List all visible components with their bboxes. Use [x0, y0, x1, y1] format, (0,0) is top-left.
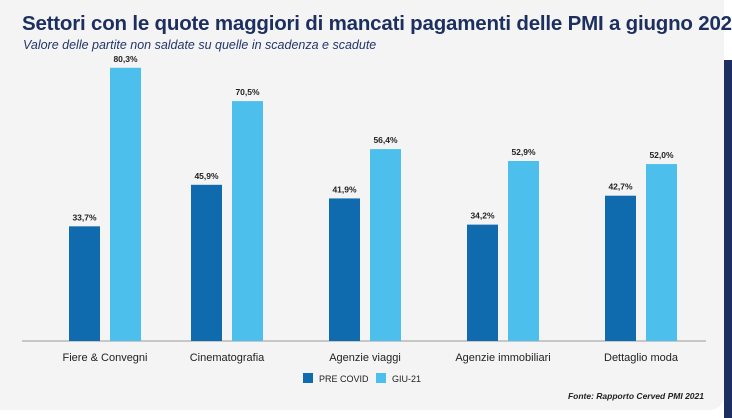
data-label: 56,4%	[373, 135, 398, 145]
chart-title: Settori con le quote maggiori di mancati…	[22, 12, 732, 35]
data-label: 80,3%	[113, 54, 138, 64]
x-tick-label: Dettaglio moda	[604, 352, 679, 364]
data-label: 45,9%	[194, 171, 219, 181]
bar-pre-covid-4	[605, 195, 636, 341]
bar-pre-covid-0	[69, 226, 100, 341]
data-label: 70,5%	[235, 87, 260, 97]
data-label: 52,9%	[511, 147, 536, 157]
chart-subtitle: Valore delle partite non saldate su quel…	[23, 38, 377, 52]
bar-giu-21-2	[370, 149, 401, 341]
data-label: 52,0%	[649, 150, 674, 160]
data-label: 33,7%	[72, 212, 97, 222]
x-tick-label: Agenzie immobiliari	[455, 352, 550, 364]
x-tick-label: Fiere & Convegni	[63, 352, 148, 364]
bar-pre-covid-3	[467, 224, 498, 341]
legend-swatch-1	[376, 373, 386, 383]
x-tick-label: Agenzie viaggi	[329, 352, 401, 364]
data-label: 34,2%	[470, 211, 495, 221]
legend-label: PRE COVID	[319, 374, 369, 384]
bar-giu-21-1	[232, 101, 263, 342]
bar-giu-21-3	[508, 160, 539, 341]
bar-giu-21-0	[110, 67, 141, 341]
x-tick-label: Cinematografia	[190, 352, 265, 364]
bar-chart: 33,7% 80,3% Fiere & Convegni 45,9% 70,5% Cine…	[22, 54, 706, 384]
legend-label: GIU-21	[392, 374, 421, 384]
bar-pre-covid-2	[329, 198, 360, 341]
bar-pre-covid-1	[191, 184, 222, 341]
data-label: 42,7%	[608, 182, 633, 192]
bar-giu-21-4	[646, 164, 677, 341]
data-label: 41,9%	[332, 184, 357, 194]
legend-swatch-0	[303, 373, 313, 383]
decorative-edge	[724, 60, 732, 418]
source-note: Fonte: Rapporto Cerved PMI 2021	[567, 391, 704, 401]
